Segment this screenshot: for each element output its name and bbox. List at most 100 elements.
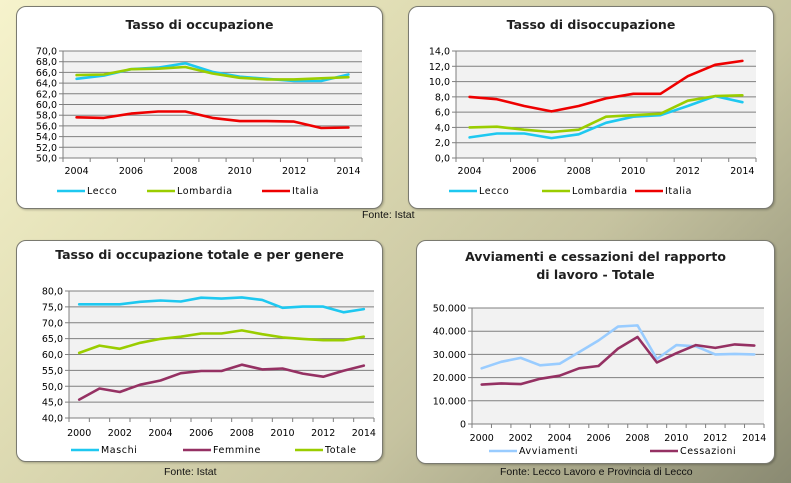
legend-label: Italia xyxy=(665,186,692,197)
legend-label: Lombardia xyxy=(572,186,628,197)
x-tick-label: 2012 xyxy=(311,428,335,439)
y-tick-label: 20.000 xyxy=(433,373,466,384)
x-tick-label: 2004 xyxy=(548,433,572,444)
y-tick-label: 66,0 xyxy=(36,68,57,79)
legend-label: Avviamenti xyxy=(519,446,578,457)
x-tick-label: 2008 xyxy=(173,166,197,177)
series-line-avviamenti xyxy=(480,324,756,370)
legend-label: Italia xyxy=(292,186,319,197)
series-line-italia xyxy=(468,59,744,113)
legend-label: Maschi xyxy=(101,445,137,456)
y-tick-label: 64,0 xyxy=(36,79,57,90)
source-note-bottom-left: Fonte: Istat xyxy=(164,466,217,478)
y-tick-label: 40.000 xyxy=(433,327,466,338)
x-tick-label: 2014 xyxy=(336,166,360,177)
y-tick-label: 10.000 xyxy=(433,396,466,407)
y-tick-label: 0 xyxy=(460,420,466,431)
legend-item-lecco: Lecco xyxy=(449,186,509,197)
x-tick-label: 2012 xyxy=(676,166,700,177)
y-tick-label: 30.000 xyxy=(433,350,466,361)
x-tick-label: 2004 xyxy=(64,166,88,177)
legend-label: Totale xyxy=(324,445,357,456)
x-tick-label: 2014 xyxy=(352,428,376,439)
chart-panel-tasso-disoccupazione: Tasso di disoccupazione 0,0 2,0 4,0 6,0 8,0 10… xyxy=(408,6,774,209)
y-tick-label: 70,0 xyxy=(36,47,57,58)
x-tick-label: 2014 xyxy=(730,166,754,177)
y-tick-label: 40,0 xyxy=(42,414,63,425)
chart-tasso-disoccupazione: Tasso di disoccupazione 0,0 2,0 4,0 6,0 8,0 10… xyxy=(429,17,757,197)
x-tick-label: 2014 xyxy=(742,433,766,444)
y-tick-label: 80,0 xyxy=(42,287,63,298)
chart-title-line2: di lavoro - Totale xyxy=(536,267,654,282)
legend-label: Femmine xyxy=(213,445,261,456)
legend-item-cessazioni: Cessazioni xyxy=(650,446,736,457)
y-tick-label: 8,0 xyxy=(435,92,450,103)
legend-label: Lecco xyxy=(479,186,509,197)
y-tick-label: 54,0 xyxy=(36,132,57,143)
chart-title: Tasso di occupazione totale e per genere xyxy=(55,247,344,262)
x-tick-label: 2006 xyxy=(189,428,213,439)
x-tick-label: 2010 xyxy=(228,166,252,177)
chart-title: Tasso di occupazione xyxy=(126,17,274,32)
y-tick-label: 50.000 xyxy=(433,304,466,315)
y-tick-label: 52,0 xyxy=(36,143,57,154)
y-tick-label: 62,0 xyxy=(36,89,57,100)
y-tick-label: 56,0 xyxy=(36,121,57,132)
x-tick-label: 2010 xyxy=(664,433,688,444)
y-tick-label: 10,0 xyxy=(429,77,450,88)
x-tick-label: 2012 xyxy=(282,166,306,177)
chart-avviamenti-cessazioni: Avviamenti e cessazioni del rapporto di l… xyxy=(433,249,767,457)
series-line-totale xyxy=(77,329,366,355)
legend-item-lombardia: Lombardia xyxy=(147,186,233,197)
y-tick-label: 45,0 xyxy=(42,398,63,409)
legend-item-maschi: Maschi xyxy=(71,445,137,456)
x-tick-label: 2008 xyxy=(567,166,591,177)
chart-title: Tasso di disoccupazione xyxy=(507,17,676,32)
chart-tasso-occupazione: Tasso di occupazione 50,052,054,056,058,0… xyxy=(36,17,363,197)
y-tick-label: 55,0 xyxy=(42,366,63,377)
y-tick-label: 6,0 xyxy=(435,108,450,119)
series-line-cessazioni xyxy=(480,335,756,386)
x-tick-label: 2004 xyxy=(148,428,172,439)
chart-panel-tasso-occupazione: Tasso di occupazione 50,0 52,0 54,0 56,0 58,0… xyxy=(16,6,383,209)
source-note-top: Fonte: Istat xyxy=(362,209,415,221)
x-tick-label: 2002 xyxy=(509,433,533,444)
x-tick-label: 2012 xyxy=(703,433,727,444)
series-line-italia xyxy=(75,110,350,130)
y-tick-label: 58,0 xyxy=(36,111,57,122)
x-tick-label: 2006 xyxy=(512,166,536,177)
legend-item-totale: Totale xyxy=(295,445,357,456)
y-tick-label: 2,0 xyxy=(435,138,450,149)
y-tick-label: 70,0 xyxy=(42,318,63,329)
x-tick-label: 2006 xyxy=(586,433,610,444)
chart-panel-occupazione-genere: Tasso di occupazione totale e per genere… xyxy=(16,240,383,462)
y-tick-label: 60,0 xyxy=(36,100,57,111)
y-tick-label: 12,0 xyxy=(429,62,450,73)
x-tick-label: 2008 xyxy=(625,433,649,444)
legend-label: Lombardia xyxy=(177,186,233,197)
y-tick-label: 50,0 xyxy=(36,154,57,165)
x-tick-label: 2000 xyxy=(470,433,494,444)
y-tick-label: 60,0 xyxy=(42,350,63,361)
series-line-lombardia xyxy=(75,65,350,81)
x-tick-label: 2002 xyxy=(108,428,132,439)
chart-panel-avviamenti-cessazioni: Avviamenti e cessazioni del rapporto di l… xyxy=(416,240,775,464)
x-tick-label: 2006 xyxy=(119,166,143,177)
x-tick-label: 2000 xyxy=(67,428,91,439)
series-line-maschi xyxy=(77,296,366,314)
series-line-lombardia xyxy=(468,94,744,134)
legend-item-italia: Italia xyxy=(262,186,319,197)
x-tick-label: 2010 xyxy=(270,428,294,439)
chart-occupazione-genere: Tasso di occupazione totale e per genere… xyxy=(42,247,376,456)
x-tick-label: 2008 xyxy=(230,428,254,439)
y-tick-label: 68,0 xyxy=(36,57,57,68)
y-tick-label: 0,0 xyxy=(435,154,450,165)
legend-label: Cessazioni xyxy=(680,446,736,457)
legend-item-italia: Italia xyxy=(635,186,692,197)
series-line-lecco xyxy=(468,94,744,140)
x-tick-label: 2010 xyxy=(621,166,645,177)
legend-label: Lecco xyxy=(87,186,117,197)
legend-item-lombardia: Lombardia xyxy=(542,186,628,197)
y-tick-label: 4,0 xyxy=(435,123,450,134)
y-tick-label: 50,0 xyxy=(42,382,63,393)
